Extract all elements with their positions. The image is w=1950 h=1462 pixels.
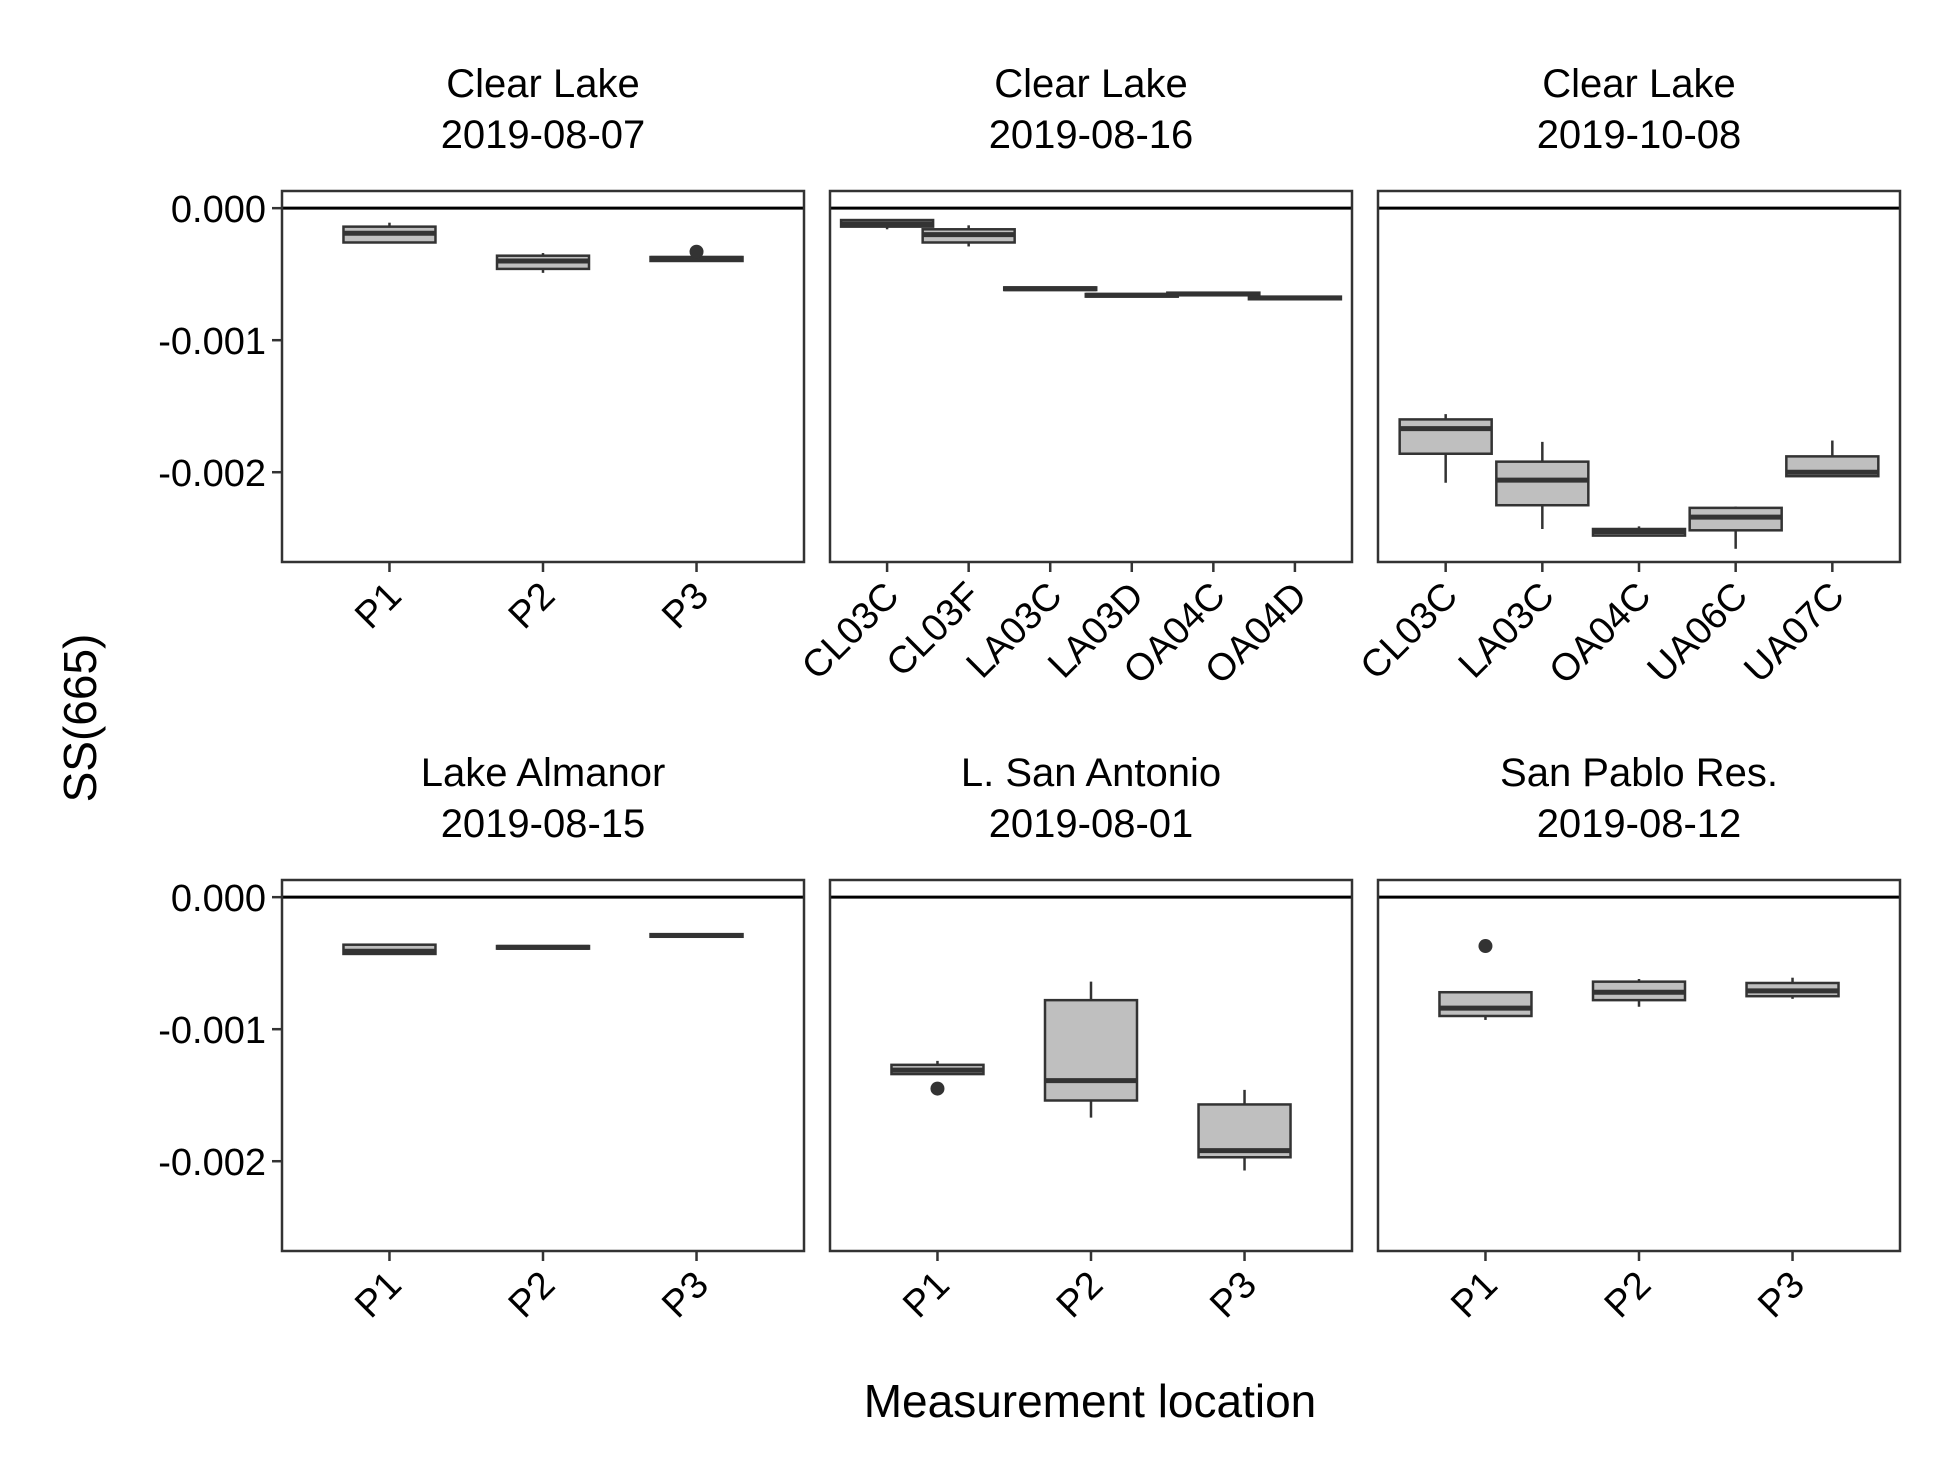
panel-title-line2: 2019-08-12 (1537, 802, 1742, 846)
panel-border (1376, 189, 1902, 564)
outlier-point (930, 1081, 945, 1096)
y-axis-title: SS(665) (54, 634, 106, 803)
box-iqr (1043, 998, 1139, 1102)
y-tick-label: 0.000 (171, 189, 266, 231)
x-tick-label: P2 (1049, 1264, 1112, 1327)
facet-panels: Clear Lake 2019-08-07 0.000 -0.001 -0.002 P1 P… (158, 62, 1902, 1327)
facet-panel: San Pablo Res. 2019-08-12 P1 P2 P3 (1376, 751, 1902, 1327)
facet-panel: Clear Lake 2019-08-07 0.000 -0.001 -0.002 P1 P… (158, 62, 806, 638)
box-iqr (1495, 460, 1590, 507)
x-axis-title: Measurement location (864, 1375, 1317, 1427)
box-iqr (1398, 418, 1493, 455)
x-tick-label: P2 (501, 575, 564, 638)
x-tick-label: LA03C (1451, 575, 1563, 687)
panel-title-line2: 2019-08-07 (441, 113, 646, 157)
y-tick-label: -0.001 (158, 321, 266, 363)
facet-panel: Lake Almanor 2019-08-15 0.000 -0.001 -0.002 P… (158, 751, 806, 1327)
x-tick-label: P1 (347, 575, 410, 638)
x-tick-label: CL03C (1353, 575, 1466, 688)
panel-border (828, 189, 1354, 564)
panel-border (280, 189, 806, 564)
y-tick-label: -0.002 (158, 1142, 266, 1184)
x-tick-label: P2 (1597, 1264, 1660, 1327)
panel-title-line2: 2019-10-08 (1537, 113, 1742, 157)
x-tick-label: P1 (895, 1264, 958, 1327)
x-tick-label: P3 (1202, 1264, 1265, 1327)
outlier-point (1478, 939, 1493, 954)
x-tick-label: P3 (654, 1264, 717, 1327)
y-tick-label: -0.002 (158, 453, 266, 495)
x-tick-label: P2 (501, 1264, 564, 1327)
x-tick-label: UA07C (1736, 575, 1852, 691)
panel-title-line1: Lake Almanor (421, 751, 666, 795)
facet-panel: Clear Lake2019-08-16CL03CCL03FLA03CLA03D… (794, 62, 1354, 692)
box-iqr (1438, 990, 1533, 1018)
panel-border (280, 878, 806, 1253)
x-tick-label: CL03C (794, 575, 907, 688)
facet-panel: L. San Antonio 2019-08-01 P1 P2 P3 (828, 751, 1354, 1327)
panel-title-line2: 2019-08-15 (441, 802, 646, 846)
panel-title-line2: 2019-08-16 (989, 113, 1194, 157)
x-tick-label: P3 (1750, 1264, 1813, 1327)
x-tick-label: P1 (1443, 1264, 1506, 1327)
panel-title-line1: San Pablo Res. (1500, 751, 1778, 795)
x-tick-label: P3 (654, 575, 717, 638)
facet-panel: Clear Lake 2019-10-08 CL03CLA03COA04CUA06C… (1353, 62, 1902, 693)
panel-border (828, 878, 1354, 1253)
y-tick-label: 0.000 (171, 878, 266, 920)
panel-title-line1: Clear Lake (446, 62, 639, 106)
x-tick-label: UA06C (1640, 575, 1756, 691)
outlier-point (689, 244, 704, 259)
x-tick-label: P1 (347, 1264, 410, 1327)
panel-title-line1: Clear Lake (1542, 62, 1735, 106)
panel-title-line1: Clear Lake (994, 62, 1187, 106)
panel-title-line2: 2019-08-01 (989, 802, 1194, 846)
panel-title-line1: L. San Antonio (961, 751, 1221, 795)
panel-border (1376, 878, 1902, 1253)
y-tick-label: -0.001 (158, 1010, 266, 1052)
x-tick-label: OA04C (1542, 575, 1660, 693)
